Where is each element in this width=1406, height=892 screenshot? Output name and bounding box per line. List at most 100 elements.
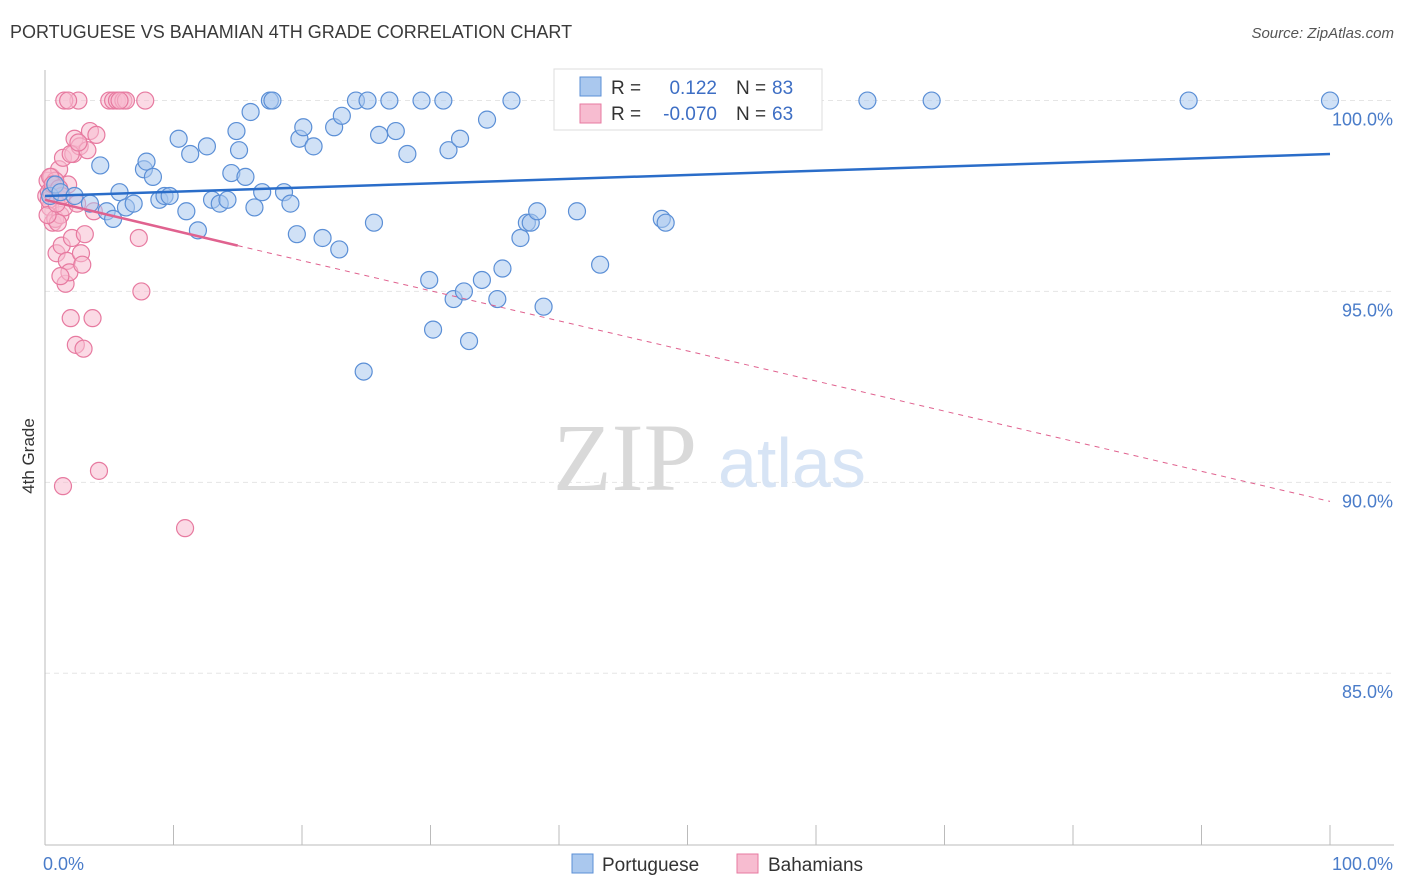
bahamians-point-44 (132, 282, 151, 301)
portuguese-point-77 (858, 91, 877, 110)
watermark-atlas: atlas (718, 424, 866, 502)
portuguese-point-60 (459, 331, 479, 351)
y-axis-label: 4th Grade (19, 418, 38, 494)
portuguese-point-10 (124, 194, 143, 213)
portuguese-point-48 (370, 125, 389, 145)
portuguese-point-16 (160, 186, 179, 206)
bahamians-point-35 (87, 125, 106, 145)
x-tick-label-max: 100.0% (1332, 854, 1393, 874)
bottom-legend-label-bahamians: Bahamians (768, 855, 863, 876)
bahamians-point-43 (129, 228, 148, 248)
bahamians-point-30 (75, 225, 94, 244)
portuguese-point-64 (493, 259, 512, 278)
portuguese-point-39 (304, 137, 323, 156)
legend-swatch-blue (579, 76, 602, 97)
portuguese-point-43 (332, 106, 351, 125)
watermark-zip: ZIP (553, 404, 697, 511)
portuguese-point-59 (454, 282, 474, 301)
portuguese-point-40 (313, 228, 332, 248)
bahamians-trend-line (44, 198, 239, 247)
bahamians-point-62 (110, 91, 129, 110)
portuguese-point-51 (398, 144, 417, 164)
portuguese-point-56 (439, 141, 458, 160)
legend-r-label-1: R = (611, 78, 641, 99)
bahamians-point-28 (73, 255, 92, 274)
legend-r-label-2: R = (611, 104, 641, 125)
legend-r-value-1: 0.122 (669, 78, 717, 99)
legend-n-label-1: N = (736, 78, 766, 99)
legend-n-value-1: 83 (772, 78, 793, 99)
portuguese-point-26 (227, 121, 246, 141)
legend-r-value-2: -0.070 (663, 104, 717, 125)
bahamians-point-61 (69, 133, 88, 152)
portuguese-point-63 (488, 289, 507, 309)
portuguese-point-30 (245, 198, 264, 217)
portuguese-point-69 (528, 202, 547, 221)
portuguese-point-72 (591, 255, 610, 274)
grid (45, 100, 1394, 674)
portuguese-point-49 (380, 91, 399, 110)
bahamians-points (37, 91, 195, 538)
portuguese-point-36 (287, 225, 306, 244)
portuguese-point-50 (386, 121, 405, 141)
bahamians-point-53 (59, 91, 78, 110)
portuguese-point-24 (218, 190, 237, 209)
y-tick-label-1: 90.0% (1342, 491, 1393, 511)
bahamians-point-46 (175, 519, 195, 538)
portuguese-point-28 (236, 167, 255, 186)
bahamians-point-19 (61, 309, 80, 328)
portuguese-point-38 (294, 118, 313, 137)
bahamians-point-33 (83, 309, 102, 328)
y-tick-label-2: 95.0% (1342, 300, 1393, 320)
portuguese-point-17 (169, 129, 188, 148)
chart-source: Source: ZipAtlas.com (1251, 25, 1394, 42)
portuguese-point-55 (434, 91, 453, 110)
bahamians-point-37 (53, 477, 73, 496)
portuguese-point-66 (511, 228, 530, 248)
bahamians-point-51 (51, 267, 70, 286)
bottom-legend-label-portuguese: Portuguese (602, 855, 699, 876)
bottom-legend: Portuguese Bahamians (571, 853, 863, 876)
portuguese-point-79 (1179, 91, 1198, 110)
portuguese-point-31 (253, 183, 272, 202)
bottom-legend-swatch-bahamians (736, 853, 759, 874)
portuguese-point-52 (412, 91, 431, 110)
portuguese-point-65 (502, 91, 521, 110)
y-tick-label-3: 100.0% (1332, 110, 1393, 130)
bahamians-trend-line-extension (237, 245, 1331, 502)
portuguese-point-70 (534, 297, 553, 316)
portuguese-point-42 (330, 240, 349, 259)
portuguese-point-19 (181, 144, 200, 164)
portuguese-point-35 (281, 194, 300, 213)
y-tick-labels: 85.0% 90.0% 95.0% 100.0% (1332, 110, 1393, 703)
legend-n-label-2: N = (736, 104, 766, 125)
portuguese-point-18 (177, 202, 196, 221)
x-tick-label-min: 0.0% (43, 854, 84, 874)
bahamians-point-45 (136, 91, 155, 110)
portuguese-point-80 (1320, 91, 1340, 110)
portuguese-point-75 (656, 213, 675, 232)
portuguese-point-62 (477, 110, 497, 129)
bahamians-point-29 (74, 339, 93, 358)
portuguese-point-53 (420, 270, 439, 290)
portuguese-point-13 (143, 167, 163, 186)
portuguese-points (41, 91, 1340, 381)
portuguese-point-45 (354, 362, 373, 381)
bahamians-point-36 (89, 461, 109, 480)
chart-title: PORTUGUESE VS BAHAMIAN 4TH GRADE CORRELA… (10, 22, 572, 42)
portuguese-point-78 (922, 91, 941, 110)
portuguese-trend-line (44, 152, 1331, 198)
watermark: ZIP atlas (553, 404, 866, 511)
stats-legend: R = 0.122 N = 83 R = -0.070 N = 63 (553, 68, 823, 131)
legend-n-value-2: 63 (772, 104, 793, 125)
portuguese-point-61 (472, 270, 491, 290)
y-tick-label-0: 85.0% (1342, 682, 1393, 702)
portuguese-point-21 (197, 137, 217, 156)
portuguese-point-12 (137, 152, 156, 171)
portuguese-point-54 (423, 320, 443, 339)
trend-lines (44, 152, 1331, 502)
portuguese-point-71 (567, 202, 587, 221)
legend-swatch-pink (579, 103, 602, 124)
portuguese-point-33 (263, 91, 282, 110)
